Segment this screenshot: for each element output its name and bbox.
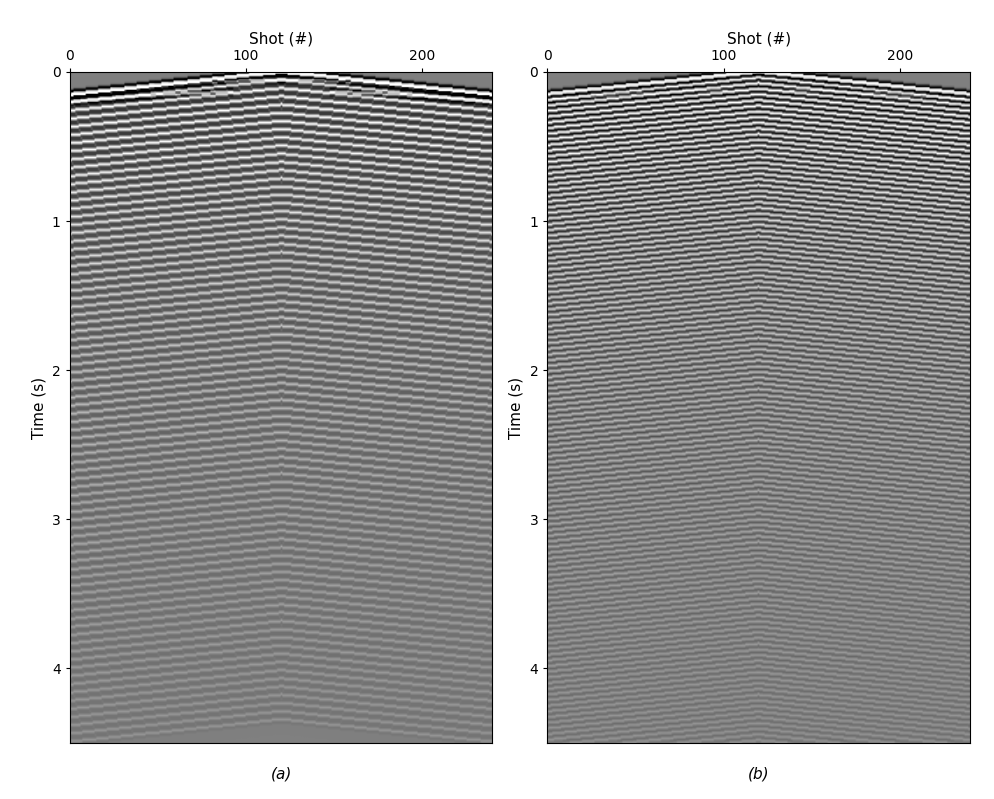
X-axis label: Shot (#): Shot (#) bbox=[248, 31, 313, 46]
Text: (a): (a) bbox=[270, 766, 291, 781]
Y-axis label: Time (s): Time (s) bbox=[31, 376, 46, 439]
Text: (b): (b) bbox=[747, 766, 768, 781]
X-axis label: Shot (#): Shot (#) bbox=[726, 31, 790, 46]
Y-axis label: Time (s): Time (s) bbox=[508, 376, 524, 439]
